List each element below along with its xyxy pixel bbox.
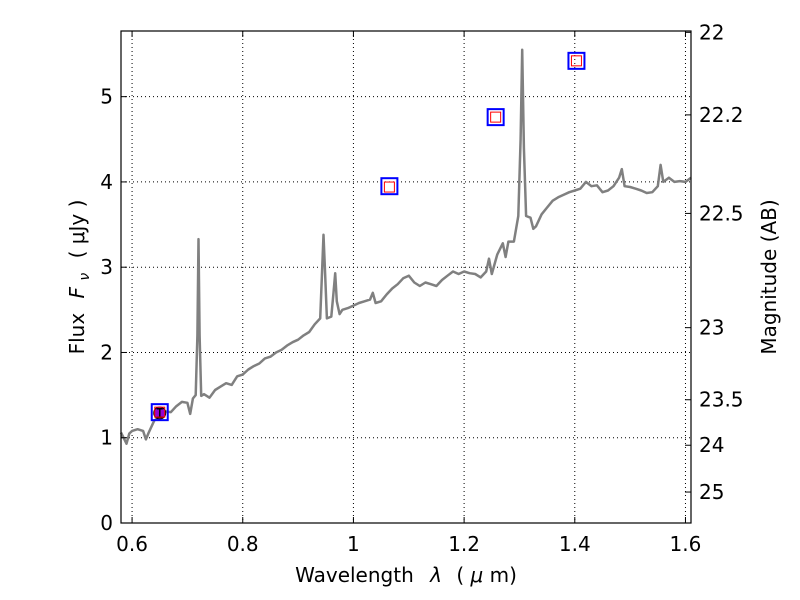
y-tick-label: 5 [100,85,113,109]
y-tick-label: 1 [100,426,113,450]
x-axis-label-symbol: λ [429,563,442,587]
axis-ticks: 0.6 0.8 1 1.2 1.4 1.60123452222.222.52323.524… [100,20,743,556]
observed-photometry-marker [490,111,502,123]
y-axis-label-subscript: ν [77,273,93,281]
model-photometry-marker [486,108,505,127]
y2-tick-label: 22.2 [699,103,744,127]
observed-photometry-marker [154,406,166,418]
model-photometry-marker [380,177,399,196]
y-axis-label-prefix: Flux [65,313,89,355]
y-tick-label: 2 [100,340,113,364]
y-axis-label-symbol: F [65,286,89,298]
observed-photometry-marker [570,55,582,67]
x-tick-label: 1.2 [448,532,480,556]
x-axis-label-prefix: Wavelength [295,563,414,587]
y2-tick-label: 23.5 [699,388,744,412]
y-tick-label: 3 [100,255,113,279]
y2-tick-label: 24 [699,433,724,457]
y2-axis-label: Magnitude (AB) [757,199,781,354]
y2-tick-label: 22.5 [699,201,744,225]
x-axis-label-unit-close: m) [490,563,517,587]
observed-photometry-marker [383,181,395,193]
y-tick-label: 0 [100,511,113,535]
model-photometry-marker [150,403,169,422]
x-tick-label: 0.8 [227,532,259,556]
y2-tick-label: 23 [699,316,724,340]
y-axis-label-unit: ( μJy ) [65,200,89,259]
y-axis-label: Flux F ν ( μJy ) [65,200,94,355]
x-axis-label: Wavelength λ ( μ m) [295,563,517,587]
photometry-markers [150,51,586,422]
x-tick-label: 1.4 [559,532,591,556]
x-tick-label: 1 [347,532,360,556]
x-axis-label-mu: μ [470,563,484,587]
spectrum-line [119,48,692,445]
x-axis-label-unit-open: ( [456,563,464,587]
y2-tick-label: 25 [699,480,724,504]
model-photometry-marker [567,51,586,70]
spectrum-series [119,48,692,445]
x-tick-label: 1.6 [670,532,702,556]
y2-tick-label: 22 [699,20,724,44]
y-tick-label: 4 [100,170,113,194]
x-tick-label: 0.6 [116,532,148,556]
plot-frame [120,30,692,524]
